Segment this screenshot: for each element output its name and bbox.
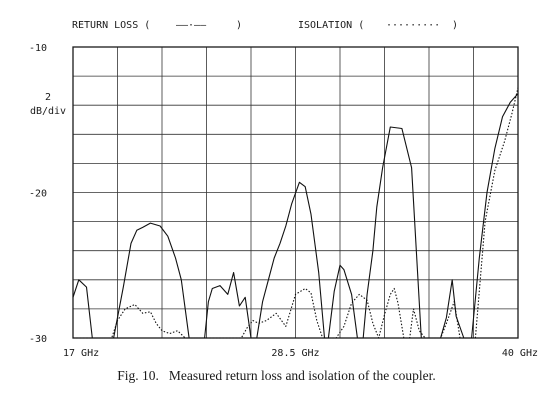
legend-isolation-close: ) xyxy=(452,20,458,31)
scale-value: 2 xyxy=(45,92,51,103)
x-tick-label: 28.5 GHz xyxy=(271,348,319,359)
y-tick-label: -20 xyxy=(29,189,47,200)
caption-figure-number: Fig. 10. xyxy=(117,368,159,383)
legend-return-loss-sample: ——·—— xyxy=(176,20,207,31)
series-line-dotted xyxy=(73,87,519,339)
y-tick-labels: -10 -20 -30 xyxy=(29,43,47,345)
legend-return-loss-label: RETURN LOSS ( xyxy=(72,20,150,31)
x-tick-labels: 17 GHz 28.5 GHz 40 GHz xyxy=(63,348,538,359)
figure-caption: Fig. 10. Measured return loss and isolati… xyxy=(0,368,553,384)
series-layer xyxy=(72,87,519,339)
legend-isolation-sample: ········· xyxy=(386,20,440,31)
y-tick-label: -30 xyxy=(29,334,47,345)
legend-isolation-label: ISOLATION ( xyxy=(298,20,364,31)
scale-unit: dB/div xyxy=(30,106,66,117)
x-tick-label: 40 GHz xyxy=(502,348,538,359)
legend-return-loss-close: ) xyxy=(236,20,242,31)
plot-frame xyxy=(72,46,519,339)
y-tick-label: -10 xyxy=(29,43,47,54)
x-tick-label: 17 GHz xyxy=(63,348,99,359)
caption-text: Measured return loss and isolation of th… xyxy=(168,368,436,383)
